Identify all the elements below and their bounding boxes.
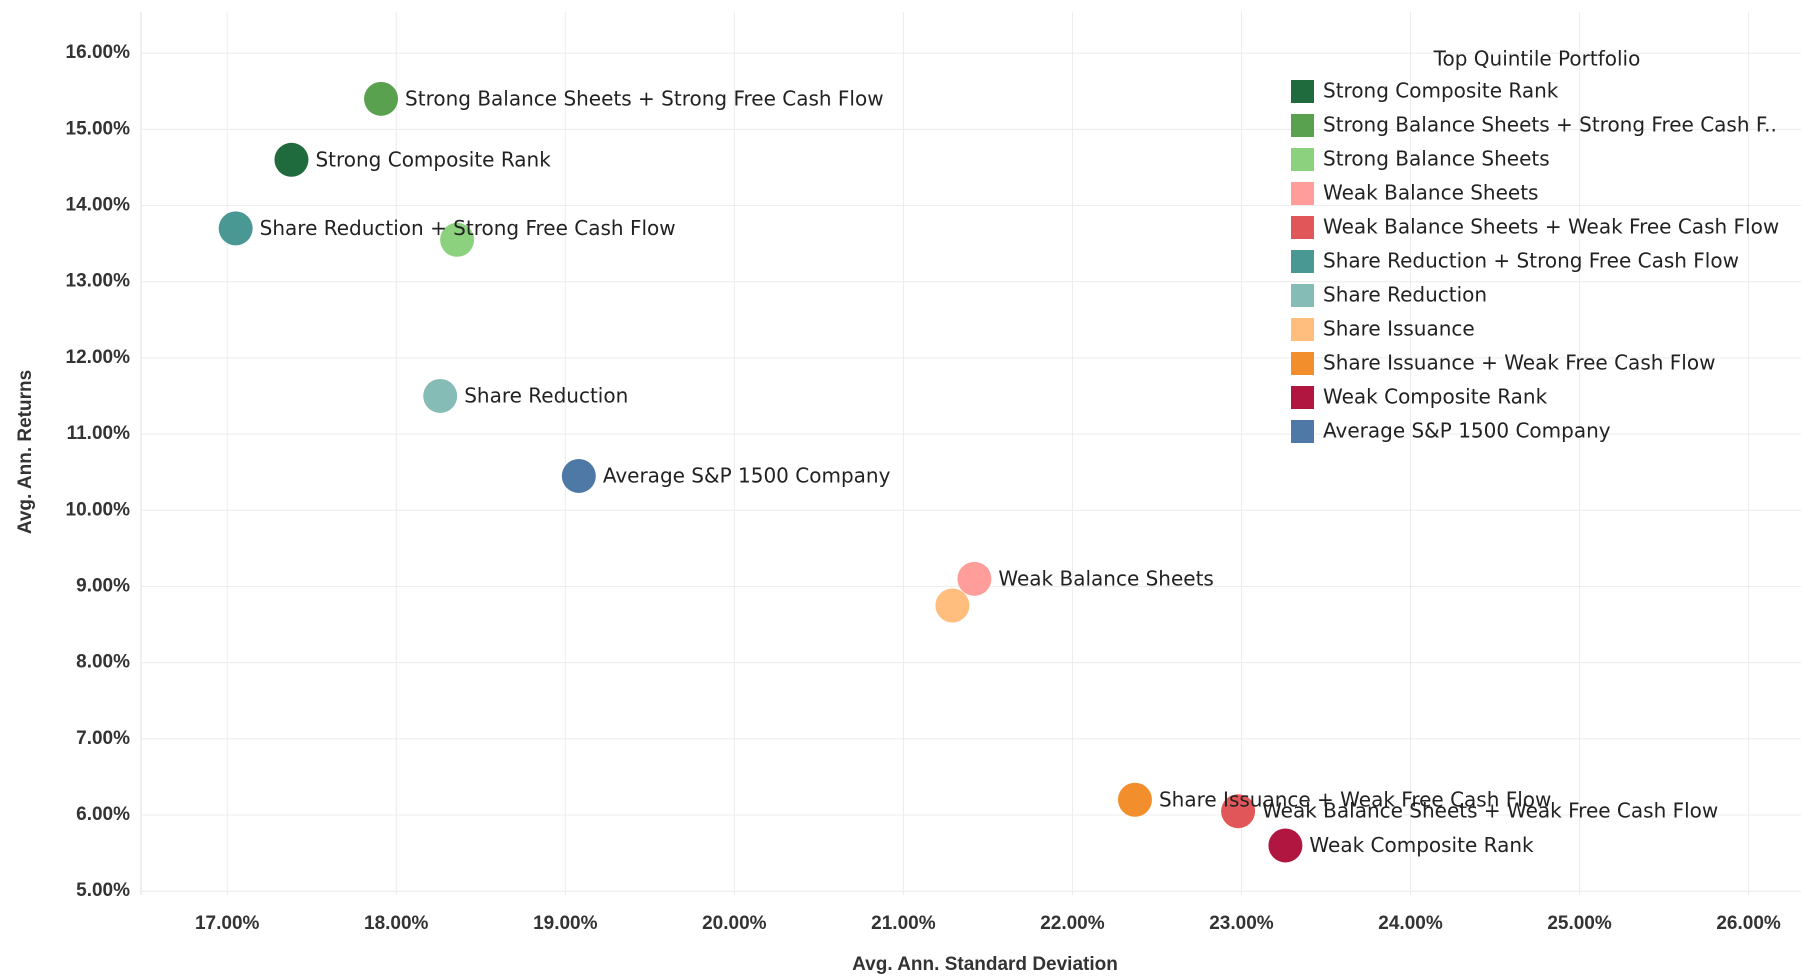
point [561, 458, 596, 493]
x-tick-label: 17.00% [195, 913, 260, 934]
legend-label: Share Reduction [1323, 283, 1487, 307]
legend-swatch [1291, 182, 1314, 205]
legend-swatch [1291, 148, 1314, 171]
x-tick-label: 22.00% [1040, 913, 1105, 934]
y-tick-label: 16.00% [66, 42, 131, 63]
point-label: Strong Balance Sheets + Strong Free Cash… [405, 86, 884, 110]
legend-swatch [1291, 284, 1314, 307]
y-tick-label: 6.00% [76, 804, 130, 825]
legend-swatch [1291, 80, 1314, 103]
y-tick-label: 5.00% [76, 880, 130, 901]
y-tick-label: 13.00% [66, 271, 131, 292]
point-label: Weak Composite Rank [1309, 833, 1534, 857]
point [423, 378, 458, 413]
point [364, 81, 399, 116]
x-tick-label: 26.00% [1716, 913, 1781, 934]
legend-swatch [1291, 386, 1314, 409]
y-tick-label: 12.00% [66, 347, 131, 368]
legend-label: Weak Balance Sheets + Weak Free Cash Flo… [1323, 215, 1779, 239]
legend-label: Strong Balance Sheets + Strong Free Cash… [1323, 113, 1777, 137]
legend-label: Share Issuance [1323, 317, 1475, 341]
x-tick-label: 18.00% [364, 913, 429, 934]
legend-label: Weak Composite Rank [1323, 385, 1548, 409]
legend-title: Top Quintile Portfolio [1433, 47, 1641, 71]
y-tick-label: 14.00% [66, 195, 131, 216]
point-label: Share Reduction + Strong Free Cash Flow [260, 216, 676, 240]
y-tick-label: 10.00% [66, 499, 131, 520]
legend-swatch [1291, 352, 1314, 375]
x-axis-title: Avg. Ann. Standard Deviation [852, 954, 1118, 975]
point-label: Weak Balance Sheets [998, 566, 1213, 590]
point-label: Weak Balance Sheets + Weak Free Cash Flo… [1262, 799, 1718, 823]
legend-swatch [1291, 216, 1314, 239]
x-tick-label: 19.00% [533, 913, 598, 934]
y-tick-label: 8.00% [76, 652, 130, 673]
point [1117, 782, 1152, 817]
point [935, 588, 970, 623]
point [440, 222, 475, 257]
legend-swatch [1291, 420, 1314, 443]
x-tick-label: 23.00% [1209, 913, 1274, 934]
point [218, 211, 253, 246]
legend-label: Strong Composite Rank [1323, 79, 1559, 103]
legend-label: Share Issuance + Weak Free Cash Flow [1323, 351, 1715, 375]
point-label: Strong Composite Rank [315, 147, 551, 171]
x-tick-label: 20.00% [702, 913, 767, 934]
y-tick-label: 7.00% [76, 728, 130, 749]
point-label: Share Reduction [464, 383, 628, 407]
point-label: Average S&P 1500 Company [603, 463, 891, 487]
legend-swatch [1291, 114, 1314, 137]
y-tick-label: 15.00% [66, 118, 131, 139]
y-tick-label: 11.00% [67, 423, 130, 444]
point [1221, 794, 1256, 829]
legend-swatch [1291, 250, 1314, 273]
point [1268, 828, 1303, 863]
x-tick-label: 24.00% [1378, 913, 1443, 934]
point-label: Share Issuance + Weak Free Cash Flow [1159, 787, 1551, 811]
y-tick-label: 9.00% [76, 575, 130, 596]
legend-label: Strong Balance Sheets [1323, 147, 1550, 171]
point [957, 561, 992, 596]
x-tick-label: 21.00% [871, 913, 936, 934]
legend-label: Weak Balance Sheets [1323, 181, 1538, 205]
y-axis-title: Avg. Ann. Returns [15, 370, 36, 534]
legend-label: Average S&P 1500 Company [1323, 419, 1611, 443]
legend-label: Share Reduction + Strong Free Cash Flow [1323, 249, 1739, 273]
legend-swatch [1291, 318, 1314, 341]
point [274, 142, 309, 177]
x-tick-label: 25.00% [1547, 913, 1612, 934]
